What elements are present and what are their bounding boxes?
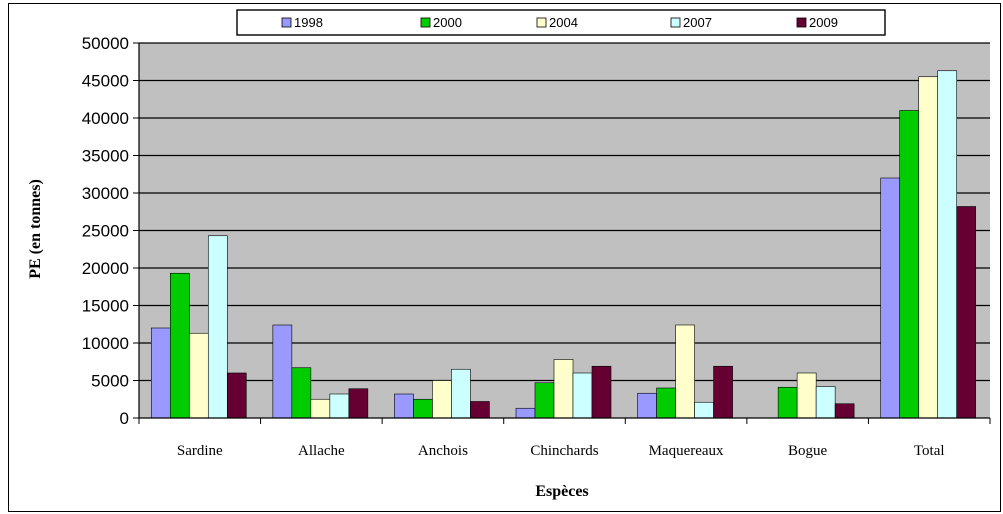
bar-chinchards-2007 xyxy=(572,372,593,419)
y-tick-label: 50000 xyxy=(82,34,129,53)
bar-anchois-2009 xyxy=(470,401,490,419)
bar-chinchards-1998 xyxy=(515,407,536,419)
y-tick-label: 20000 xyxy=(82,259,129,278)
bar-chinchards-2000 xyxy=(534,382,555,419)
legend-label-2000: 2000 xyxy=(433,15,462,30)
bar-chinchards-2004 xyxy=(553,359,574,419)
bar-allache-2004 xyxy=(310,398,331,419)
legend-swatch-2009 xyxy=(796,17,807,28)
bar-allache-2007 xyxy=(329,393,350,419)
y-axis-title: PE (en tonnes) xyxy=(27,179,44,279)
bar-total-1998 xyxy=(880,177,901,419)
y-tick-label: 40000 xyxy=(82,109,129,128)
bar-total-2007 xyxy=(937,70,958,419)
y-tick-label: 45000 xyxy=(82,72,129,91)
bar-sardine-2009 xyxy=(226,372,247,419)
bar-sardine-2000 xyxy=(169,272,190,419)
y-tick-label: 25000 xyxy=(82,222,129,241)
bar-maquereaux-1998 xyxy=(637,392,657,419)
x-tick-label: Bogue xyxy=(788,443,828,459)
legend-swatch-1998 xyxy=(281,17,292,28)
bar-total-2004 xyxy=(918,76,939,419)
legend-swatch-2004 xyxy=(536,17,547,28)
bar-total-2009 xyxy=(956,206,977,419)
bar-bogue-2004 xyxy=(796,372,817,419)
bar-allache-2000 xyxy=(291,367,312,419)
bar-sardine-1998 xyxy=(150,327,171,419)
bar-anchois-2000 xyxy=(413,398,433,419)
x-axis-title: Espèces xyxy=(535,483,588,500)
legend-label-2009: 2009 xyxy=(809,15,838,30)
legend-swatch-2007 xyxy=(670,17,681,28)
legend-label-1998: 1998 xyxy=(294,15,323,30)
bar-allache-1998 xyxy=(272,324,293,419)
bar-bogue-2007 xyxy=(815,386,836,419)
x-tick-label: Anchois xyxy=(418,443,468,459)
bar-allache-2009 xyxy=(348,388,369,419)
x-tick-label: Allache xyxy=(298,443,345,459)
bar-maquereaux-2009 xyxy=(713,365,733,419)
bar-maquereaux-2004 xyxy=(675,324,695,419)
legend-label-2004: 2004 xyxy=(549,15,578,30)
bar-sardine-2007 xyxy=(207,235,228,419)
bar-chinchards-2009 xyxy=(591,365,612,419)
x-tick-label: Sardine xyxy=(177,443,223,459)
bar-total-2000 xyxy=(899,110,920,419)
bar-anchois-2004 xyxy=(432,380,452,419)
bar-anchois-1998 xyxy=(394,393,414,419)
legend-swatch-2000 xyxy=(420,17,431,28)
y-tick-label: 15000 xyxy=(82,297,129,316)
x-tick-label: Maquereaux xyxy=(649,443,724,459)
legend xyxy=(236,9,886,36)
y-tick-label: 30000 xyxy=(82,184,129,203)
x-tick-label: Total xyxy=(914,443,945,459)
y-tick-label: 10000 xyxy=(82,334,129,353)
bar-bogue-2000 xyxy=(777,386,798,419)
y-tick-label: 0 xyxy=(120,409,129,428)
legend-label-2007: 2007 xyxy=(683,15,712,30)
bar-bogue-2009 xyxy=(834,403,855,419)
bar-sardine-2004 xyxy=(188,332,209,419)
y-tick-label: 5000 xyxy=(91,372,129,391)
bar-maquereaux-2007 xyxy=(694,401,714,419)
bar-maquereaux-2000 xyxy=(656,387,676,419)
x-tick-label: Chinchards xyxy=(530,443,598,459)
bar-anchois-2007 xyxy=(451,368,471,419)
y-tick-label: 35000 xyxy=(82,147,129,166)
